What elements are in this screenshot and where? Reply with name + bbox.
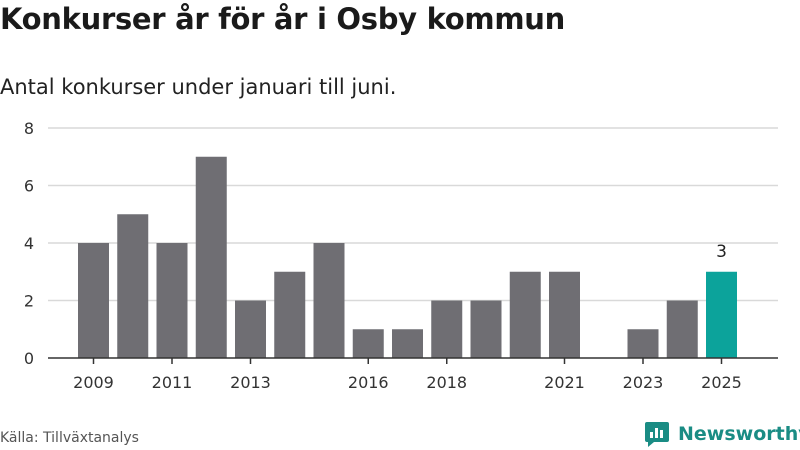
bar-2016 [352, 329, 384, 358]
newsworthy-logo-icon [645, 422, 669, 447]
x-tick-label-2021: 2021 [544, 373, 585, 392]
bar-2014 [274, 271, 306, 358]
x-tick-label-2025: 2025 [701, 373, 742, 392]
bar-2021 [549, 271, 580, 358]
source-note: Källa: Tillväxtanalys [0, 430, 139, 446]
brand-logo: Newsworthy [644, 420, 800, 448]
bar-2025 [706, 271, 737, 358]
y-tick-label: 6 [24, 177, 34, 196]
bars [78, 156, 737, 358]
y-tick-label: 2 [24, 292, 34, 311]
x-tick-label-2018: 2018 [426, 373, 467, 392]
x-tick-label-2016: 2016 [348, 373, 389, 392]
bar-2019 [470, 300, 502, 358]
x-axis-tick-labels: 2009 2011 2013 2016 2018 2021 2023 2025 [73, 373, 742, 392]
bar-2012 [195, 156, 227, 358]
brand-name: Newsworthy [678, 423, 800, 445]
y-axis-tick-labels: 0 2 4 6 8 [24, 119, 34, 368]
x-tick-label-2009: 2009 [73, 373, 114, 392]
bar-2015 [313, 243, 345, 358]
x-tick-label-2013: 2013 [230, 373, 271, 392]
bar-2017 [392, 329, 423, 358]
bar-2020 [509, 271, 541, 358]
bar-2023 [627, 329, 659, 358]
x-axis [48, 357, 778, 364]
x-tick-label-2023: 2023 [623, 373, 664, 392]
y-tick-label: 0 [24, 349, 34, 368]
chart-title: Konkurser år för år i Osby kommun [0, 2, 565, 36]
y-tick-label: 8 [24, 119, 34, 138]
x-tick-label-2011: 2011 [152, 373, 193, 392]
bar-2018 [431, 300, 463, 358]
bar-2024 [666, 300, 698, 358]
bar-2013 [235, 300, 266, 358]
bar-2011 [156, 243, 188, 358]
chart-subtitle: Antal konkurser under januari till juni. [0, 75, 397, 99]
y-tick-label: 4 [24, 234, 34, 253]
data-label-2025: 3 [716, 242, 727, 262]
bar-2009 [78, 243, 109, 358]
data-labels: 3 [716, 242, 727, 262]
bar-2010 [117, 214, 149, 358]
